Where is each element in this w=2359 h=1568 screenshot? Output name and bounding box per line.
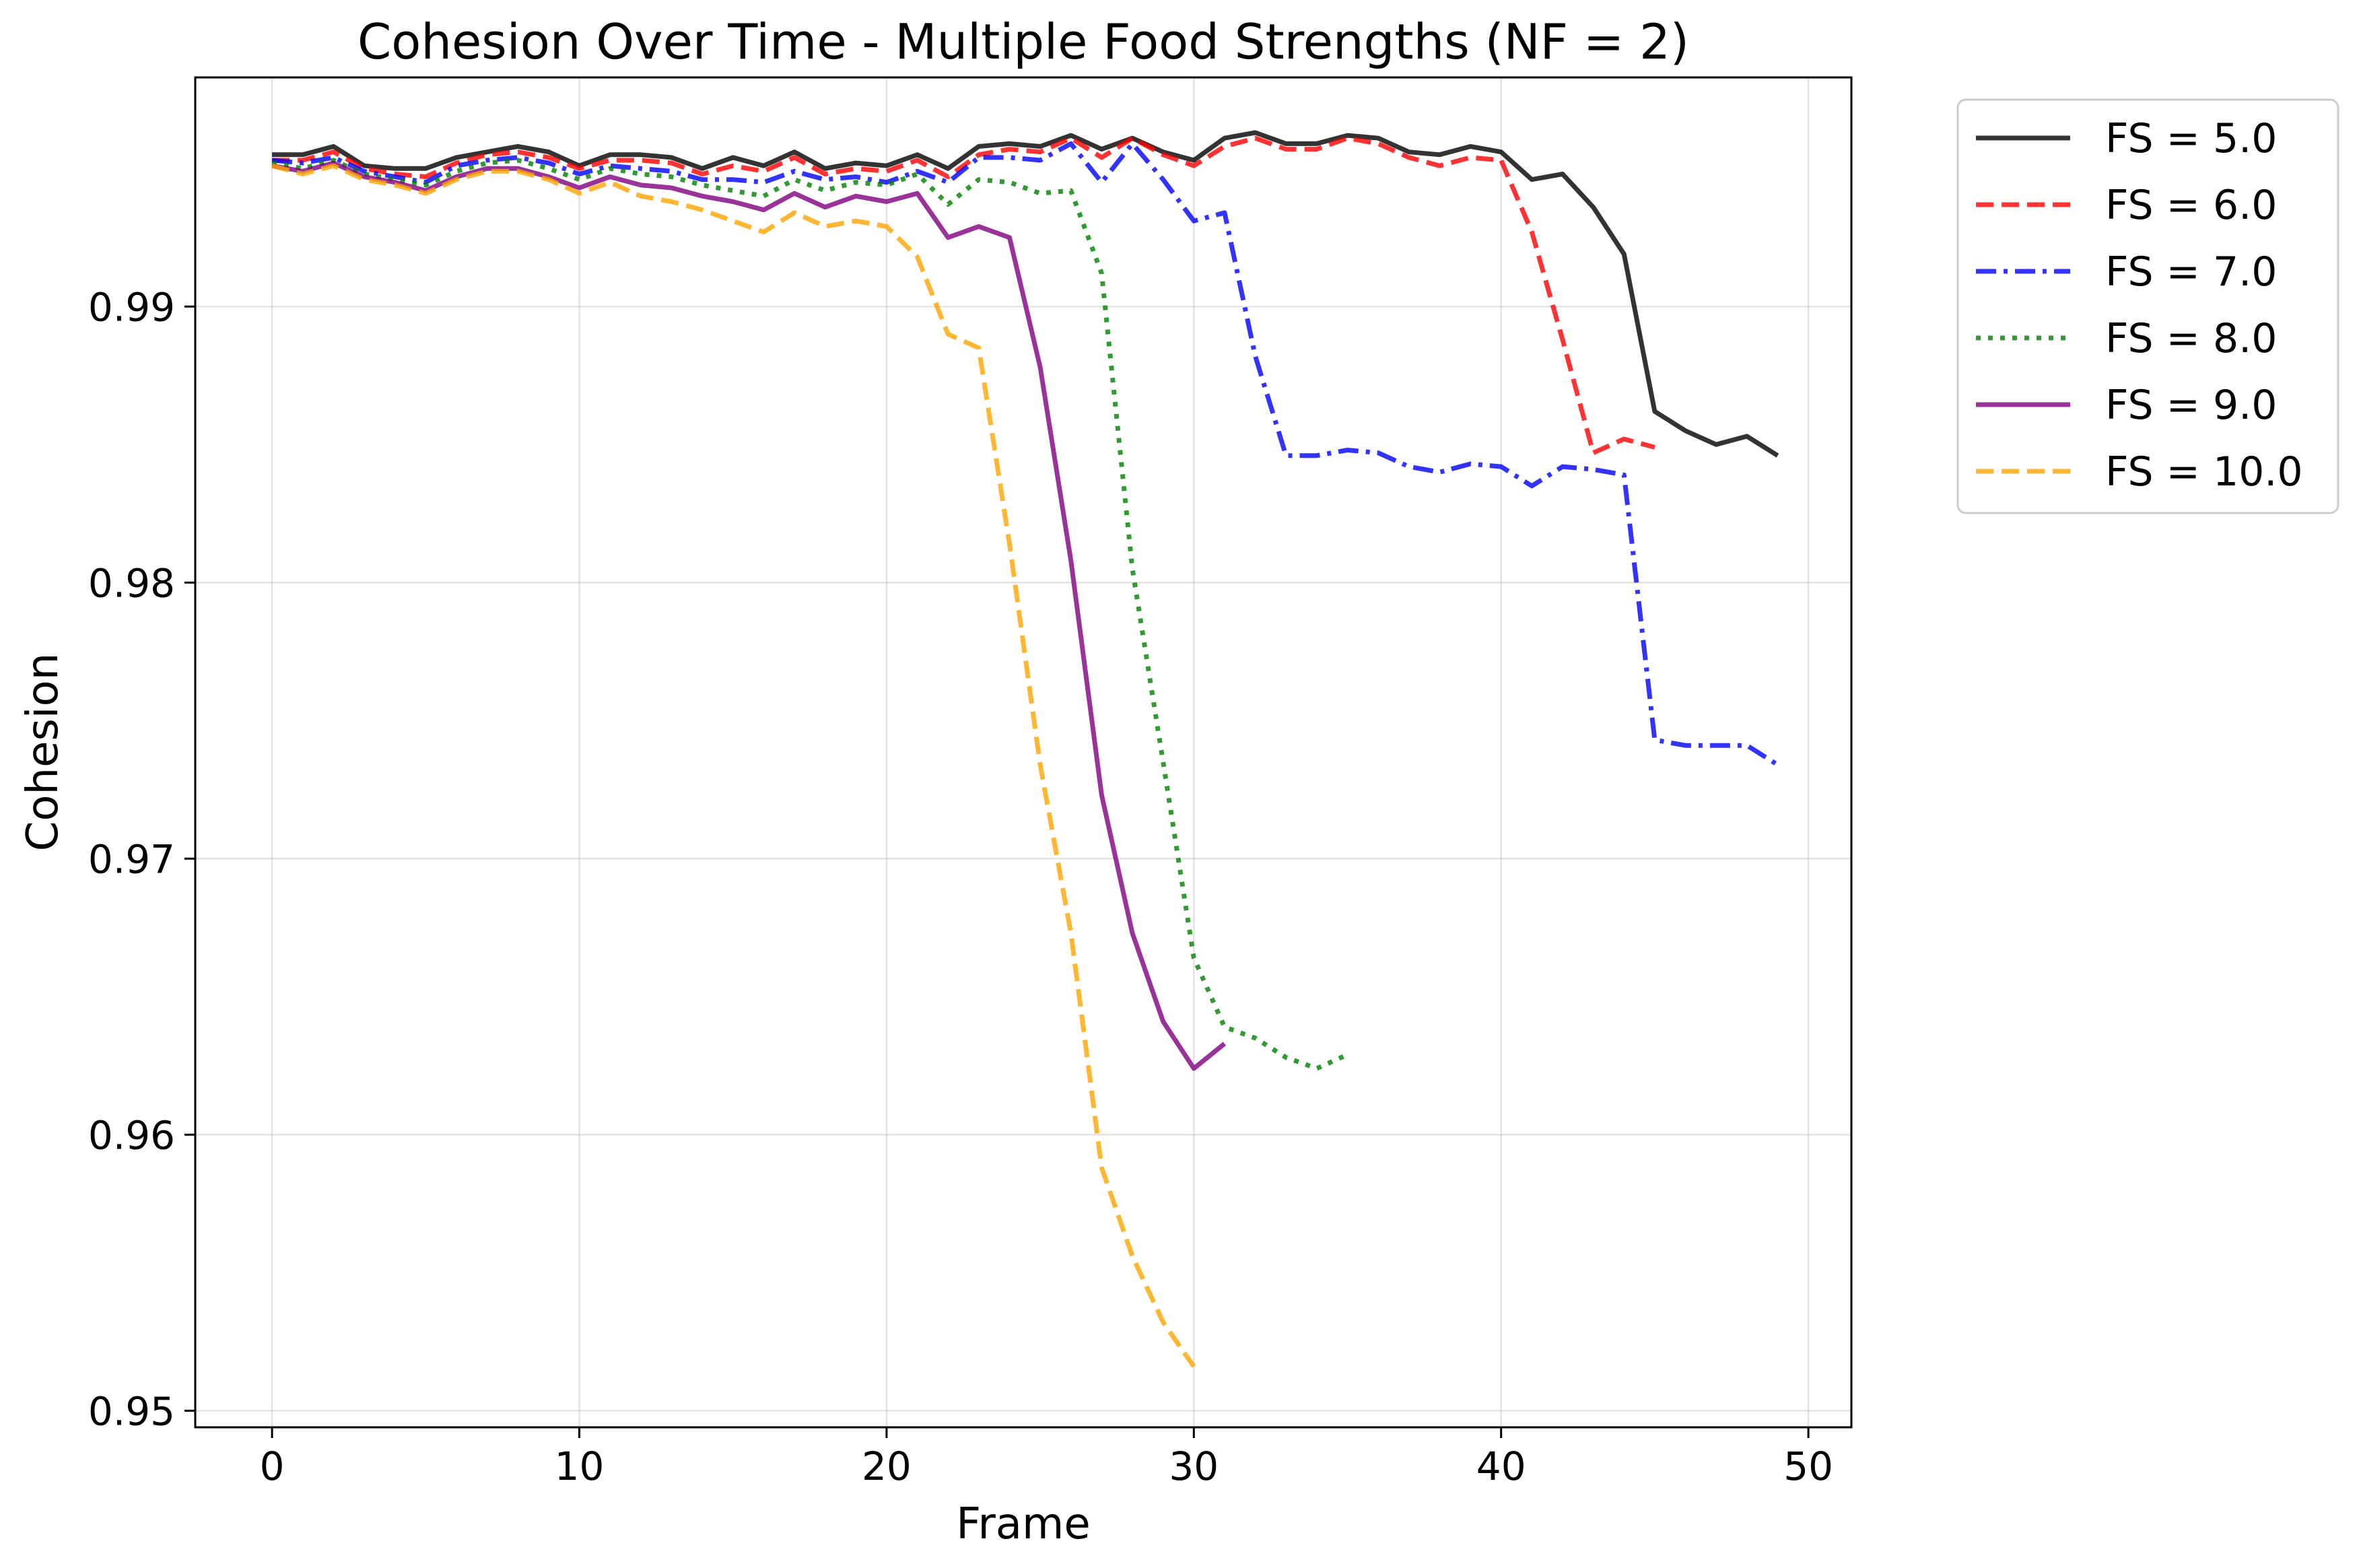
series-line [271,163,1196,1368]
x-tick-label: 40 [1476,1443,1526,1489]
series-line [271,158,1348,1071]
x-tick-label: 50 [1783,1443,1833,1489]
plot-area-frame [194,76,1853,1429]
y-tick-label: 0.98 [88,560,175,606]
series-line [272,135,1655,456]
x-axis-label: Frame [956,1499,1090,1549]
y-tick-label: 0.99 [88,284,175,330]
x-tick-label: 10 [555,1443,605,1489]
x-tick-label: 30 [1169,1443,1219,1489]
y-tick-label: 0.97 [88,836,175,882]
x-tick-label: 20 [862,1443,912,1489]
legend-label: FS = 6.0 [2105,182,2277,229]
y-axis-label: Cohesion [18,653,68,852]
chart-title: Cohesion Over Time - Multiple Food Stren… [357,13,1689,70]
axis-ticks: 0 10 20 30 40 50 0.95 0.96 0.97 0.98 0.99 [88,284,1833,1489]
y-tick-label: 0.96 [88,1112,175,1158]
legend-label: FS = 5.0 [2105,115,2277,162]
series-line [272,130,1779,458]
legend-label: FS = 10.0 [2105,448,2303,496]
grid-lines [195,77,1851,1427]
series-line [271,160,1227,1071]
legend-items: FS = 5.0 FS = 6.0 FS = 7.0 FS = 8.0 FS = 9.0… [1976,115,2303,496]
legend-label: FS = 9.0 [2105,382,2277,429]
x-tick-label: 0 [260,1443,285,1489]
y-tick-label: 0.95 [88,1388,175,1434]
legend-label: FS = 8.0 [2105,315,2277,362]
data-series [271,130,1779,1368]
legend: FS = 5.0 FS = 6.0 FS = 7.0 FS = 8.0 FS = 9.0… [1956,98,2339,514]
legend-label: FS = 7.0 [2105,248,2277,296]
series-line [271,141,1779,767]
